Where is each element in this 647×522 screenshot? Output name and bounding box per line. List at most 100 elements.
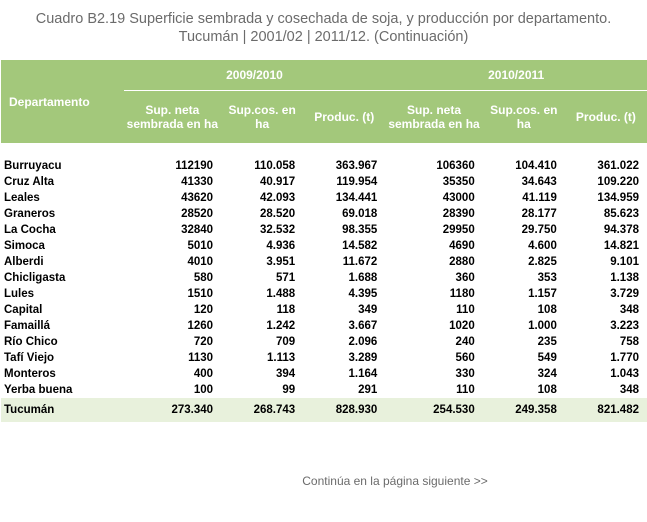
department-name: Chicligasta: [4, 272, 66, 284]
value-cell: 32840: [181, 224, 214, 236]
value-cell: 400: [193, 368, 214, 380]
value-cell: 4.395: [348, 288, 378, 300]
department-name: Cruz Alta: [4, 176, 55, 188]
value-cell: 4010: [187, 256, 214, 268]
value-cell: 235: [537, 336, 557, 348]
department-name: Tafí Viejo: [4, 352, 55, 364]
table-row: Cruz Alta 41330 40.917 119.954 35350 34.643 10…: [1, 174, 647, 190]
value-cell: 1130: [188, 352, 214, 364]
value-cell: 43620: [181, 192, 214, 204]
value-cell: 41330: [181, 176, 214, 188]
value-cell: 571: [275, 272, 296, 284]
value-cell: 1.488: [266, 288, 296, 300]
table-row: Famaillá 1260 1.242 3.667 1020 1.000 3.223: [1, 318, 647, 334]
department-name: Monteros: [4, 368, 56, 380]
value-cell: 2.825: [528, 256, 557, 268]
value-cell: 249.358: [482, 398, 565, 422]
value-cell: 758: [619, 336, 639, 348]
value-cell: 1.770: [610, 352, 639, 364]
table-title: Cuadro B2.19 Superficie sembrada y cosec…: [0, 10, 647, 46]
value-cell: 134.441: [335, 192, 378, 204]
table-row: Burruyacu 112190 110.058 363.967 106360 104.4…: [1, 158, 647, 174]
value-cell: 1.157: [528, 288, 557, 300]
value-cell: 42.093: [259, 192, 296, 204]
department-name: Famaillá: [4, 320, 51, 332]
value-cell: 5010: [187, 240, 214, 252]
header-sup-neta: Sup. neta sembrada en ha: [385, 90, 483, 143]
value-cell: 1.043: [610, 368, 639, 380]
total-row: Tucumán 273.340 268.743 828.930 254.530 249.3…: [1, 398, 647, 422]
value-cell: 69.018: [342, 208, 378, 220]
department-name: La Cocha: [4, 224, 56, 236]
title-line-2: Tucumán | 2001/02 | 2011/12. (Continuaci…: [178, 29, 469, 45]
header-group-2009-2010: 2009/2010: [123, 60, 386, 91]
value-cell: 254.530: [385, 398, 483, 422]
value-cell: 3.667: [348, 320, 378, 332]
value-cell: 1.164: [348, 368, 378, 380]
value-cell: 4.936: [266, 240, 296, 252]
value-cell: 268.743: [221, 398, 304, 422]
department-name: Río Chico: [4, 336, 58, 348]
value-cell: 14.821: [603, 240, 639, 252]
spacer-row: [1, 143, 647, 158]
value-cell: 1.138: [610, 272, 639, 284]
value-cell: 108: [537, 384, 557, 396]
value-cell: 394: [275, 368, 296, 380]
table-row: Río Chico 720 709 2.096 240 235 758: [1, 334, 647, 350]
value-cell: 348: [619, 304, 639, 316]
header-sup-neta: Sup. neta sembrada en ha: [123, 90, 222, 143]
value-cell: 324: [537, 368, 557, 380]
data-table: Departamento 2009/2010 2010/2011 Sup. ne…: [1, 60, 647, 422]
value-cell: 9.101: [610, 256, 639, 268]
value-cell: 580: [193, 272, 214, 284]
value-cell: 549: [537, 352, 557, 364]
department-name: Capital: [4, 304, 43, 316]
value-cell: 41.119: [522, 192, 557, 204]
value-cell: 828.930: [303, 398, 386, 422]
value-cell: 1.688: [348, 272, 378, 284]
value-cell: 4.600: [528, 240, 557, 252]
value-cell: 363.967: [335, 160, 378, 172]
value-cell: 2880: [449, 256, 475, 268]
table-row: Tafí Viejo 1130 1.113 3.289 560 549 1.770: [1, 350, 647, 366]
value-cell: 98.355: [342, 224, 378, 236]
header-sup-cos: Sup.cos. en ha: [482, 90, 565, 143]
value-cell: 119.954: [336, 176, 378, 188]
value-cell: 1.242: [266, 320, 296, 332]
value-cell: 85.623: [603, 208, 639, 220]
table-row: Chicligasta 580 571 1.688 360 353 1.138: [1, 270, 647, 286]
value-cell: 348: [619, 384, 639, 396]
value-cell: 28.177: [521, 208, 557, 220]
value-cell: 14.582: [342, 240, 378, 252]
department-name: Simoca: [4, 240, 45, 252]
value-cell: 29.750: [521, 224, 557, 236]
value-cell: 330: [455, 368, 475, 380]
table-row: Lules 1510 1.488 4.395 1180 1.157 3.729: [1, 286, 647, 302]
continue-note: Continúa en la página siguiente >>: [302, 474, 488, 488]
value-cell: 11.672: [342, 256, 378, 268]
value-cell: 1.113: [267, 352, 296, 364]
value-cell: 709: [275, 336, 296, 348]
value-cell: 821.482: [564, 398, 647, 422]
header-produc: Produc. (t): [303, 90, 386, 143]
table-row: Yerba buena 100 99 291 110 108 348: [1, 382, 647, 398]
value-cell: 106360: [436, 160, 475, 172]
header-group-2010-2011: 2010/2011: [385, 60, 647, 91]
value-cell: 3.289: [348, 352, 378, 364]
table-row: Simoca 5010 4.936 14.582 4690 4.600 14.821: [1, 238, 647, 254]
value-cell: 291: [358, 384, 378, 396]
value-cell: 99: [282, 384, 296, 396]
value-cell: 3.223: [610, 320, 639, 332]
value-cell: 361.022: [597, 160, 639, 172]
department-name: Leales: [4, 192, 40, 204]
value-cell: 43000: [442, 192, 475, 204]
department-name: Tucumán: [1, 398, 124, 422]
table-body: Burruyacu 112190 110.058 363.967 106360 104.4…: [1, 143, 647, 422]
value-cell: 109.220: [597, 176, 639, 188]
value-cell: 28520: [181, 208, 214, 220]
value-cell: 1260: [187, 320, 214, 332]
value-cell: 1020: [449, 320, 475, 332]
header-departamento: Departamento: [1, 60, 124, 143]
value-cell: 360: [455, 272, 475, 284]
table-row: La Cocha 32840 32.532 98.355 29950 29.750 94.3…: [1, 222, 647, 238]
